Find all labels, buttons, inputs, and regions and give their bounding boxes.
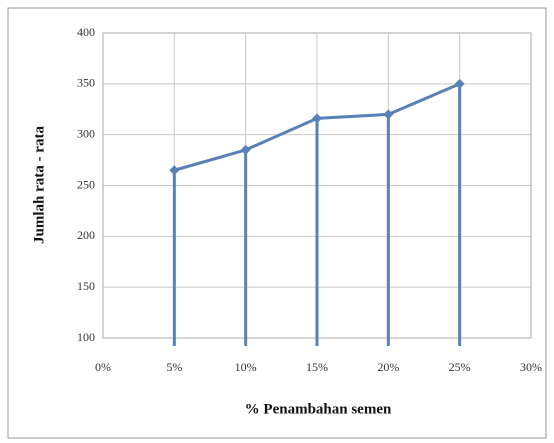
data-point xyxy=(383,109,394,120)
x-tick-label: 10% xyxy=(235,360,257,374)
x-tick-label: 0% xyxy=(95,360,111,374)
x-tick-label: 5% xyxy=(166,360,182,374)
x-tick-label: 15% xyxy=(306,360,328,374)
y-tick-label: 250 xyxy=(77,177,95,191)
data-point xyxy=(312,113,322,124)
y-tick-label: 200 xyxy=(77,228,95,242)
x-tick-label: 30% xyxy=(520,360,542,374)
x-axis-label: % Penambahan semen xyxy=(245,401,392,417)
y-tick-label: 350 xyxy=(77,76,95,90)
data-point xyxy=(454,78,465,89)
y-tick-label: 100 xyxy=(77,330,95,344)
chart-frame xyxy=(7,7,547,439)
data-point xyxy=(240,144,251,155)
x-tick-label: 25% xyxy=(449,360,471,374)
data-point xyxy=(169,165,180,176)
y-tick-label: 150 xyxy=(77,279,95,293)
y-tick-label: 400 xyxy=(77,25,95,39)
x-tick-label: 20% xyxy=(377,360,399,374)
y-tick-label: 300 xyxy=(77,126,95,140)
y-axis-label: Jumlah rata - rata xyxy=(31,126,47,244)
